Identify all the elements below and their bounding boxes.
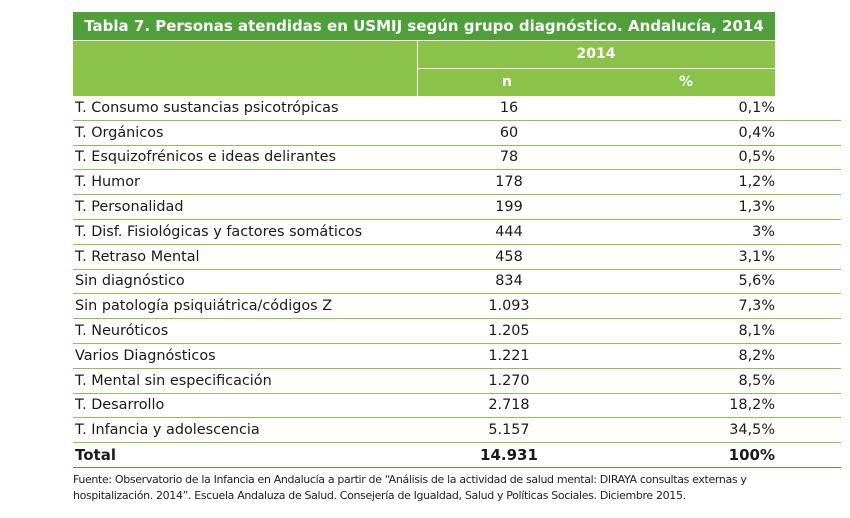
row-label: T. Personalidad	[73, 194, 419, 220]
column-header-pct: %	[678, 74, 694, 90]
table-row: T. Infancia y adolescencia 5.157 34,5%	[73, 417, 841, 444]
row-label: Sin diagnóstico	[73, 269, 419, 295]
table-row: T. Mental sin especificación 1.270 8,5%	[73, 368, 841, 394]
row-percent: 8,1%	[599, 318, 841, 344]
row-count: 834	[419, 269, 599, 295]
row-count: 458	[419, 244, 599, 270]
table-row: T. Personalidad 199 1,3%	[73, 194, 841, 220]
row-percent: 8,2%	[599, 343, 841, 369]
table-row: Sin diagnóstico 834 5,6%	[73, 269, 841, 295]
year-header: 2014	[417, 41, 775, 69]
row-count: 178	[419, 169, 599, 196]
row-percent: 3%	[599, 219, 841, 245]
table-row: T. Humor 178 1,2%	[73, 169, 841, 196]
row-percent: 0,4%	[599, 120, 841, 146]
table-row: T. Orgánicos 60 0,4%	[73, 120, 841, 146]
row-percent: 3,1%	[599, 244, 841, 270]
row-count: 1.205	[419, 318, 599, 344]
row-count: 1.093	[419, 293, 599, 320]
row-percent: 8,5%	[599, 368, 841, 394]
row-percent: 5,6%	[599, 269, 841, 295]
row-label: T. Orgánicos	[73, 120, 419, 146]
row-count: 2.718	[419, 393, 599, 419]
total-row: Total 14.931 100%	[73, 442, 841, 468]
row-count: 444	[419, 219, 599, 245]
table-row: Sin patología psiquiátrica/códigos Z 1.09…	[73, 293, 841, 320]
row-label: T. Retraso Mental	[73, 244, 419, 270]
table-header: 2014 n %	[73, 41, 775, 96]
row-label: T. Esquizofrénicos e ideas delirantes	[73, 145, 419, 171]
row-percent: 100%	[599, 442, 841, 468]
table-row: T. Neuróticos 1.205 8,1%	[73, 318, 841, 344]
row-label: T. Desarrollo	[73, 393, 419, 419]
row-label: T. Infancia y adolescencia	[73, 417, 419, 444]
column-header-n: n	[502, 74, 512, 90]
row-label: T. Mental sin especificación	[73, 368, 419, 394]
row-count: 1.270	[419, 368, 599, 394]
row-label: Sin patología psiquiátrica/códigos Z	[73, 293, 419, 320]
row-percent: 0,5%	[599, 145, 841, 171]
table-row: Varios Diagnósticos 1.221 8,2%	[73, 343, 841, 369]
table-row: T. Esquizofrénicos e ideas delirantes 78 0…	[73, 145, 841, 171]
table-row: T. Consumo sustancias psicotrópicas 16 0,1…	[73, 96, 841, 121]
row-label: Total	[73, 442, 419, 468]
row-percent: 34,5%	[599, 417, 841, 444]
row-count: 16	[419, 96, 599, 121]
source-note: Fuente: Observatorio de la Infancia en A…	[73, 473, 747, 502]
row-percent: 1,2%	[599, 169, 841, 196]
data-table: Tabla 7. Personas atendidas en USMIJ seg…	[73, 12, 841, 468]
table-title: Tabla 7. Personas atendidas en USMIJ seg…	[73, 12, 775, 41]
row-count: 60	[419, 120, 599, 146]
row-label: Varios Diagnósticos	[73, 343, 419, 369]
table-row: T. Retraso Mental 458 3,1%	[73, 244, 841, 270]
row-label: T. Consumo sustancias psicotrópicas	[73, 96, 419, 121]
row-count: 199	[419, 194, 599, 220]
table-body: T. Consumo sustancias psicotrópicas 16 0,1…	[73, 96, 841, 468]
row-percent: 1,3%	[599, 194, 841, 220]
row-label: T. Disf. Fisiológicas y factores somátic…	[73, 219, 419, 245]
row-percent: 7,3%	[599, 293, 841, 320]
row-count: 5.157	[419, 417, 599, 444]
row-percent: 0,1%	[599, 96, 841, 121]
row-count: 1.221	[419, 343, 599, 369]
row-label: T. Humor	[73, 169, 419, 196]
row-label: T. Neuróticos	[73, 318, 419, 344]
row-count: 78	[419, 145, 599, 171]
row-count: 14.931	[419, 442, 599, 468]
table-row: T. Desarrollo 2.718 18,2%	[73, 393, 841, 419]
table-row: T. Disf. Fisiológicas y factores somátic…	[73, 219, 841, 245]
row-percent: 18,2%	[599, 393, 841, 419]
